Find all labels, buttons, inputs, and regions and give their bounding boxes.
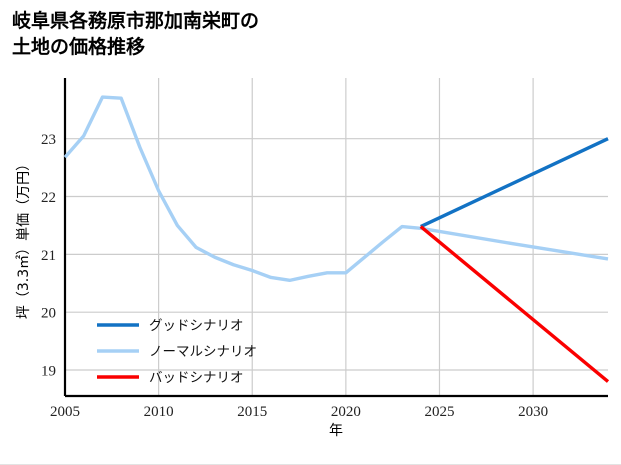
legend-label: グッドシナリオ (149, 318, 244, 334)
x-tick-label: 2015 (237, 404, 267, 420)
x-axis-title: 年 (329, 423, 343, 439)
y-tick-labels: 19 20 21 22 23 (41, 132, 56, 379)
x-tick-label: 2020 (331, 404, 361, 420)
x-tick-label: 2010 (144, 404, 174, 420)
y-tick-label: 20 (41, 306, 56, 322)
y-tick-label: 22 (41, 190, 56, 206)
axis-spines (63, 78, 608, 398)
x-tick-label: 2005 (50, 404, 80, 420)
legend-label: ノーマルシナリオ (149, 344, 257, 360)
y-tick-label: 23 (41, 132, 56, 148)
legend-label: バッドシナリオ (149, 370, 244, 386)
x-tick-label: 2030 (518, 404, 548, 420)
series-line (419, 225, 610, 383)
y-axis-title: 坪（3.3㎡）単価（万円） (16, 157, 32, 319)
x-tick-labels: 2005 2010 2015 2020 2025 2030 (50, 404, 548, 420)
series-group (63, 95, 610, 383)
chart-title: 岐阜県各務原市那加南栄町の 土地の価格推移 (12, 10, 260, 58)
y-tick-label: 19 (41, 363, 56, 379)
y-tick-label: 21 (41, 248, 56, 264)
series-line (63, 95, 609, 283)
gridlines-group (64, 78, 608, 396)
series-line (420, 137, 609, 229)
x-tick-label: 2025 (424, 404, 454, 420)
